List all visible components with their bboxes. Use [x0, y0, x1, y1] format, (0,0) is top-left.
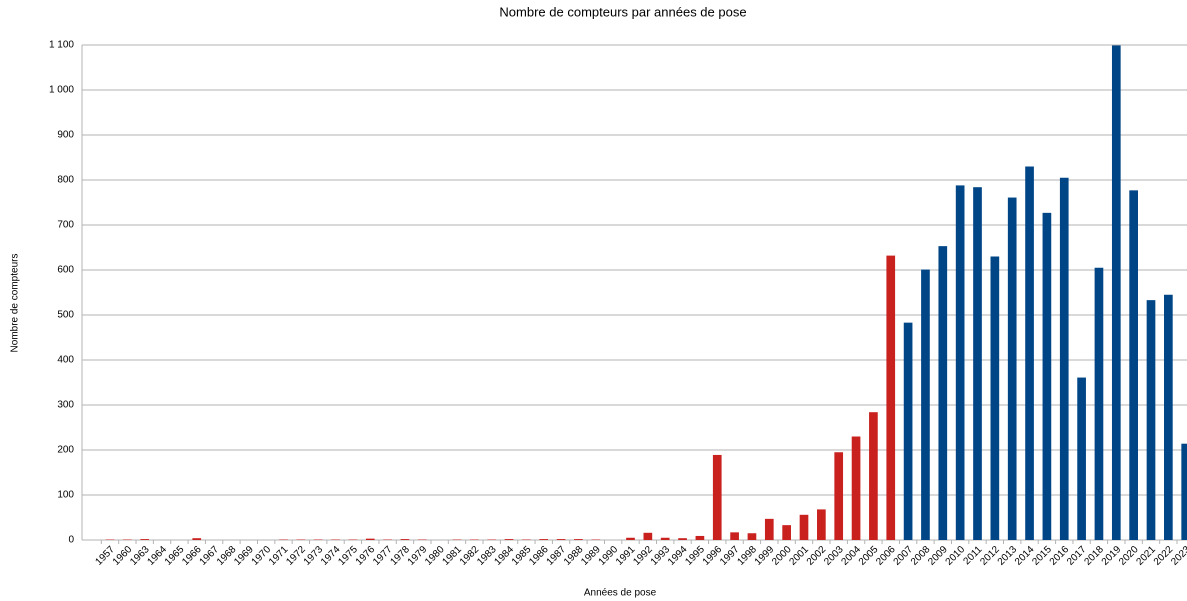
bar — [712, 454, 722, 540]
y-tick-label: 800 — [57, 175, 74, 186]
bar — [764, 518, 774, 540]
y-axis-label: Nombre de compteurs — [10, 254, 21, 353]
bar — [192, 538, 202, 540]
bar — [782, 525, 791, 540]
bar — [990, 256, 1000, 540]
y-tick-label: 700 — [57, 220, 74, 231]
bar — [400, 539, 410, 540]
bar — [660, 537, 670, 540]
bar — [1129, 190, 1138, 540]
bar — [851, 436, 861, 540]
bar — [140, 539, 150, 540]
bar — [1077, 377, 1086, 540]
bar — [747, 533, 757, 540]
bar — [955, 185, 965, 540]
bar — [1059, 177, 1069, 540]
y-tick-label: 200 — [57, 445, 74, 456]
bar — [504, 539, 514, 540]
y-tick-label: 1 100 — [49, 40, 74, 51]
bar — [1146, 300, 1156, 540]
y-tick-label: 400 — [57, 355, 74, 366]
bar — [903, 322, 913, 540]
bar — [556, 539, 566, 540]
bar — [1111, 45, 1121, 540]
y-tick-label: 300 — [57, 400, 74, 411]
y-tick-label: 1 000 — [49, 85, 74, 96]
y-tick-label: 500 — [57, 310, 74, 321]
bar — [799, 514, 809, 540]
bar — [1164, 294, 1173, 540]
x-tick-label: 2023 — [1169, 544, 1187, 568]
y-tick-label: 600 — [57, 265, 74, 276]
bar — [643, 532, 653, 540]
bar — [973, 187, 982, 540]
bar — [834, 452, 844, 540]
bar — [574, 539, 583, 540]
bar — [1181, 443, 1187, 540]
bar — [1007, 197, 1017, 541]
bar — [938, 246, 948, 540]
y-tick-label: 0 — [68, 535, 74, 546]
bar — [1025, 166, 1034, 540]
bar — [1094, 267, 1104, 540]
x-axis-label: Années de pose — [584, 588, 657, 599]
bar — [678, 538, 687, 540]
y-tick-label: 900 — [57, 130, 74, 141]
bar — [886, 255, 896, 540]
bar — [626, 537, 635, 540]
y-tick-label: 100 — [57, 490, 74, 501]
bar — [1042, 212, 1052, 540]
bar — [695, 535, 705, 540]
bar — [539, 539, 549, 540]
chart-title: Nombre de compteurs par années de pose — [499, 4, 746, 19]
bar — [817, 509, 826, 540]
bar — [365, 538, 375, 540]
bar — [730, 532, 739, 540]
bar — [869, 412, 878, 540]
bar — [921, 269, 930, 540]
